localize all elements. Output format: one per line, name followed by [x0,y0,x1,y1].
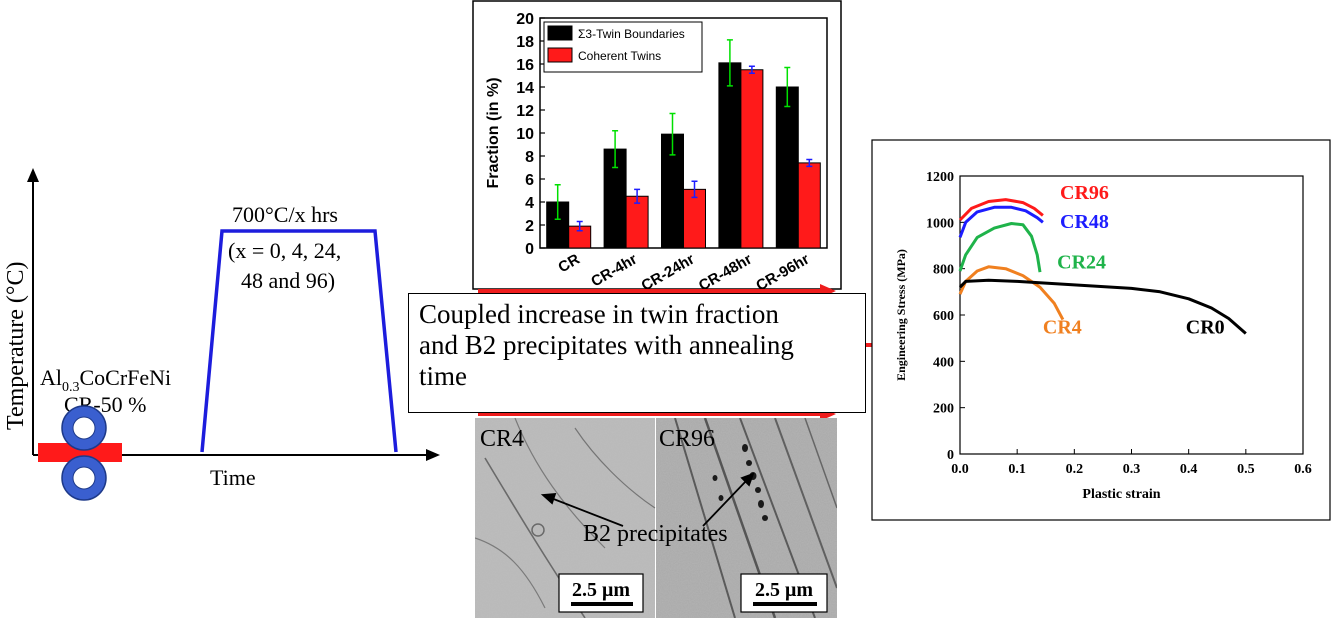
curve-cr0 [958,278,1247,335]
bar-sigma3-cr-96hr [775,86,799,249]
rolling-mill-icon [38,405,122,501]
bar-y-tick-label: 6 [525,172,534,189]
b2-precipitates-label: B2 precipitates [583,521,728,547]
line-x-tick-label: 0.0 [951,462,969,477]
line-y-tick-label: 200 [933,402,954,417]
line-y-tick-label: 800 [933,263,954,278]
bar-error-bar [612,129,619,169]
line-x-tick-label: 0.4 [1180,462,1198,477]
bar-error-bar [806,158,813,168]
line-x-tick-label: 0.3 [1123,462,1141,477]
anneal-times-line2: 48 and 96) [241,268,335,293]
bar-error-bar [726,39,733,87]
anneal-times-line1: (x = 0, 4, 24, [228,238,341,263]
bar-coherent-cr-48hr [740,69,764,249]
bar-y-tick-label: 12 [516,103,534,120]
bar-legend-swatch [547,25,573,41]
bar-legend-label: Coherent Twins [578,49,661,63]
line-y-axis-label: Engineering Stress (MPa) [894,249,908,381]
curve-cr4 [958,265,1065,321]
bar-error-bar [784,66,791,108]
bar-error-bar [691,180,698,199]
bar-legend-label: Σ3-Twin Boundaries [578,27,685,41]
bar-y-tick-label: 0 [525,241,534,258]
bar-y-tick-label: 10 [516,126,534,143]
micrograph-cr4-label: CR4 [480,426,524,452]
scale-bar-right-label: 2.5 μm [755,579,813,601]
bar-legend-swatch [547,47,573,63]
curve-label-cr24: CR24 [1057,252,1106,274]
line-x-tick-label: 0.5 [1237,462,1255,477]
curve-cr48 [958,205,1044,238]
line-x-tick-label: 0.1 [1008,462,1025,477]
temperature-axis-arrowhead [27,168,39,182]
bar-error-bar [576,220,583,232]
bar-coherent-cr-96hr [797,162,821,249]
bar-y-tick-label: 2 [525,218,534,235]
line-y-tick-label: 400 [933,355,954,370]
curve-label-cr96: CR96 [1060,182,1109,204]
temperature-axis-label: Temperature (°C) [3,261,29,430]
bar-y-tick-label: 20 [516,11,534,28]
curve-label-cr0: CR0 [1186,317,1225,339]
alloy-label: Al0.3CoCrFeNi [40,365,171,395]
line-x-axis-label: Plastic strain [1082,487,1160,502]
conclusion-line-1: Coupled increase in twin fraction [419,299,779,329]
bar-error-bar [669,112,676,156]
line-y-tick-label: 600 [933,309,954,324]
annealing-profile [200,229,398,453]
bar-y-tick-label: 8 [525,149,534,166]
bar-y-axis-label: Fraction (in %) [485,77,502,188]
bar-error-bar [634,188,641,204]
curve-label-cr48: CR48 [1060,211,1109,233]
bar-error-bar [748,65,755,74]
bar-sigma3-cr-48hr [718,62,742,249]
conclusion-text-box: Coupled increase in twin fraction and B2… [408,293,866,413]
bar-y-tick-label: 14 [516,80,534,97]
bar-error-bar [554,184,561,220]
bar-y-tick-label: 18 [516,34,534,51]
line-y-tick-label: 0 [947,448,954,463]
processing-schematic: Temperature (°C) Time 700°C/x hrs (x = 0… [3,168,440,501]
curve-label-cr4: CR4 [1043,317,1082,339]
bar-y-tick-label: 16 [516,57,534,74]
b2-pointer-arrows [540,472,755,527]
line-x-tick-label: 0.2 [1066,462,1084,477]
line-chart-frame [871,139,1331,521]
line-y-tick-label: 1000 [926,216,954,231]
conclusion-line-3: time [419,361,467,391]
bar-y-tick-label: 4 [525,195,534,212]
conclusion-line-2: and B2 precipitates with annealing [419,330,794,360]
scale-bar-left [558,573,644,613]
micrograph-panel: CR4 CR96 B2 precipitates 2.5 μm [475,418,837,618]
line-x-tick-label: 0.6 [1294,462,1312,477]
scale-bar-left-label: 2.5 μm [572,579,630,601]
time-axis-label: Time [210,465,256,490]
anneal-condition-label: 700°C/x hrs [232,202,338,227]
time-axis-arrowhead [426,449,440,461]
curve-cr96 [958,198,1044,222]
line-y-tick-label: 1200 [926,170,954,185]
bar-coherent-cr-4hr [625,195,649,249]
curve-cr24 [958,222,1042,273]
stress-strain-chart: 0 200 400 600 800 1000 1200 0.0 0.1 0.2 0.3 0.4 0.5 0… [871,139,1331,521]
scale-bar-right [740,573,828,613]
micrograph-cr96-label: CR96 [659,426,715,452]
